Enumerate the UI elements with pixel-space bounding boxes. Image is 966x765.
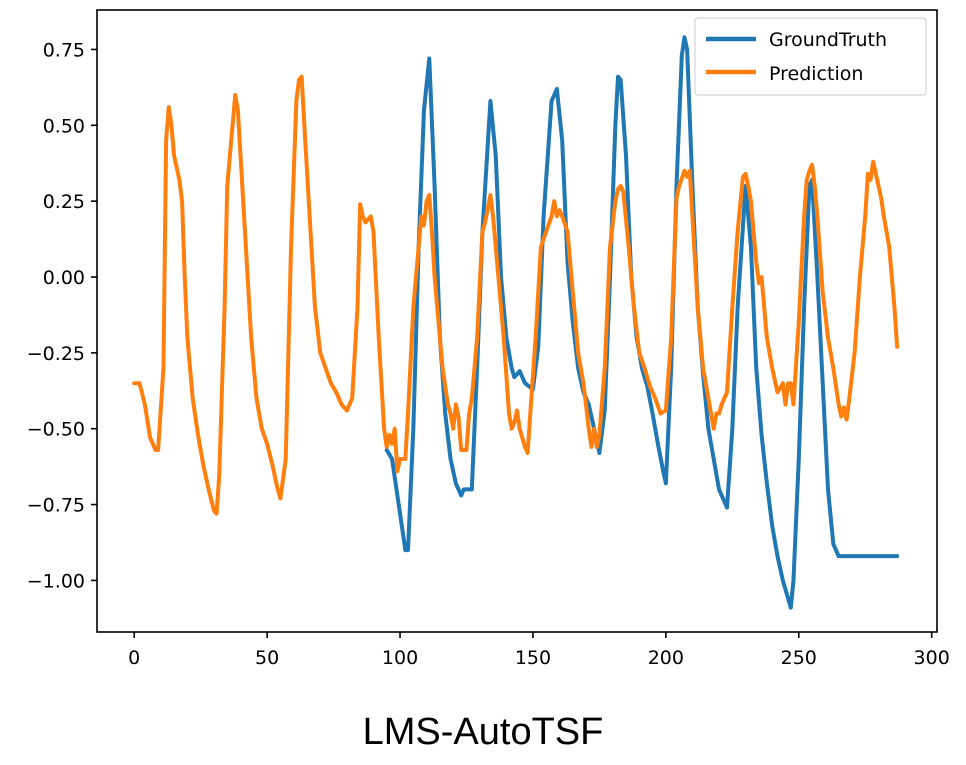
x-tick-label: 300: [914, 647, 950, 669]
chart-title: LMS-AutoTSF: [362, 711, 604, 753]
plot-frame: [96, 9, 938, 633]
y-tick-label: 0.00: [43, 267, 85, 289]
line-chart: 0 50 100 150 200 250 300 0.75 0.50 0.25 0.00 −0.25…: [27, 9, 950, 669]
y-tick-label: −0.75: [27, 495, 85, 517]
x-tick-label: 250: [781, 647, 817, 669]
series-line-prediction: [132, 74, 900, 516]
x-tick-label: 100: [382, 647, 418, 669]
y-tick-label: 0.25: [43, 191, 85, 213]
legend-label-prediction: Prediction: [769, 63, 863, 85]
x-tick-label: 150: [515, 647, 551, 669]
y-tick-label: −0.50: [27, 419, 85, 441]
x-tick-label: 200: [648, 647, 684, 669]
series-layer: [132, 35, 900, 610]
y-tick-label: −1.00: [27, 570, 85, 592]
y-axis: 0.75 0.50 0.25 0.00 −0.25 −0.50 −0.75 −1.00: [27, 39, 97, 592]
y-tick-label: 0.50: [43, 115, 85, 137]
legend: GroundTruth Prediction: [694, 17, 927, 96]
legend-label-groundtruth: GroundTruth: [769, 29, 887, 51]
y-tick-label: 0.75: [43, 39, 85, 61]
x-axis: 0 50 100 150 200 250 300: [128, 632, 950, 669]
y-tick-label: −0.25: [27, 343, 85, 365]
x-tick-label: 0: [128, 647, 140, 669]
series-line-groundtruth: [384, 35, 900, 610]
x-tick-label: 50: [255, 647, 279, 669]
